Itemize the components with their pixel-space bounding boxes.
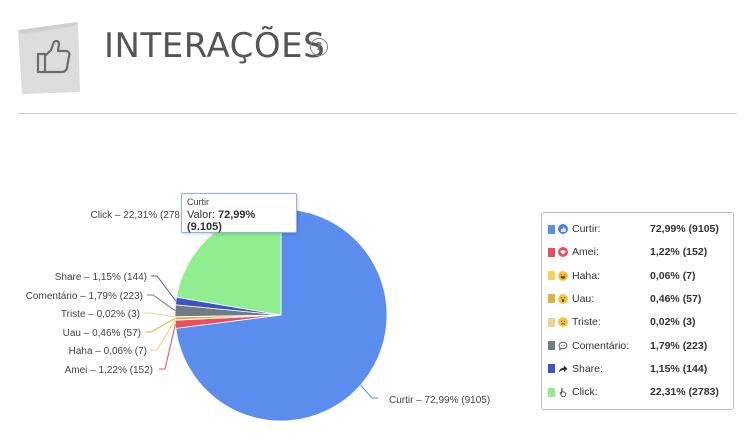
legend-label: Share: [572,362,603,375]
legend-value: 1,15% (144) [650,362,708,375]
wow-icon [558,293,568,304]
legend-label: Comentário: [572,339,630,352]
heart-icon [558,247,568,258]
legend-item-comentario[interactable]: Comentário: 1,79% (223) [548,336,730,356]
legend-swatch [548,247,555,257]
legend-swatch [548,271,555,281]
data-label-comentário: Comentário – 1,79% (223) [26,291,143,302]
page-title: INTERAÇÕES [104,26,326,66]
legend-value: 22,31% (2783) [650,386,719,399]
legend-label: Click: [572,386,598,399]
legend-item-haha[interactable]: Haha: 0,06% (7) [548,266,730,286]
legend-label: Triste: [572,316,601,329]
comment-icon [558,341,568,351]
pointer-icon [558,387,568,398]
sad-icon [558,317,568,328]
legend-item-amei[interactable]: Amei: 1,22% (152) [548,242,730,262]
header-divider [18,113,737,114]
help-icon[interactable]: ? [310,38,328,56]
legend-swatch [548,364,555,374]
chart-tooltip: Curtir Valor: 72,99% (9.105) [181,193,297,233]
leader-line-uau [145,317,176,333]
legend-item-click[interactable]: Click: 22,31% (2783) [548,382,730,402]
leader-line-haha [151,319,176,351]
legend-value: 72,99% (9105) [650,223,719,235]
data-label-share: Share – 1,15% (144) [55,272,147,283]
tooltip-value: 72,99% (9.105) [187,209,256,233]
legend-swatch [548,387,555,397]
legend-item-curtir[interactable]: Curtir: 72,99% (9105) [548,219,730,239]
leader-line-share [151,275,177,302]
data-label-click: Click – 22,31% (278 [91,210,181,221]
legend-swatch [548,224,555,234]
legend-item-uau[interactable]: Uau: 0,46% (57) [548,289,730,309]
legend-item-share[interactable]: Share: 1,15% (144) [548,359,730,379]
data-label-uau: Uau – 0,46% (57) [63,328,141,339]
leader-line-amei [159,324,176,370]
tooltip-value-label: Valor: [187,209,215,221]
tooltip-value-row: Valor: 72,99% (9.105) [187,209,291,233]
legend-label: Haha: [572,269,601,282]
leader-line-triste [144,312,176,318]
legend-value: 1,79% (223) [650,339,708,352]
legend-value: 1,22% (152) [650,246,708,259]
legend-item-triste[interactable]: Triste: 0,02% (3) [548,312,730,332]
data-label-triste: Triste – 0,02% (3) [61,309,140,320]
data-label-amei: Amei – 1,22% (152) [65,365,153,376]
legend-value: 0,06% (7) [650,269,696,282]
legend-label: Amei: [572,246,599,259]
share-icon [558,364,568,374]
legend-value: 0,46% (57) [650,292,702,305]
like-icon [558,224,568,234]
leader-line-comentário [147,294,176,312]
laugh-icon [558,270,568,281]
legend-swatch [548,341,555,350]
data-label-curtir: Curtir – 72,99% (9105) [389,395,490,406]
legend-swatch [548,317,555,327]
legend-label: Curtir: [572,223,601,235]
chart-legend: Curtir: 72,99% (9105) Amei: 1,22% (152) Haha… [541,212,734,410]
legend-value: 0,02% (3) [650,316,696,329]
leader-line-curtir [360,384,378,399]
tooltip-title: Curtir [187,197,209,207]
legend-swatch [548,294,555,304]
legend-label: Uau: [572,292,595,305]
thumbs-up-icon [18,22,80,94]
data-label-haha: Haha – 0,06% (7) [69,346,147,357]
